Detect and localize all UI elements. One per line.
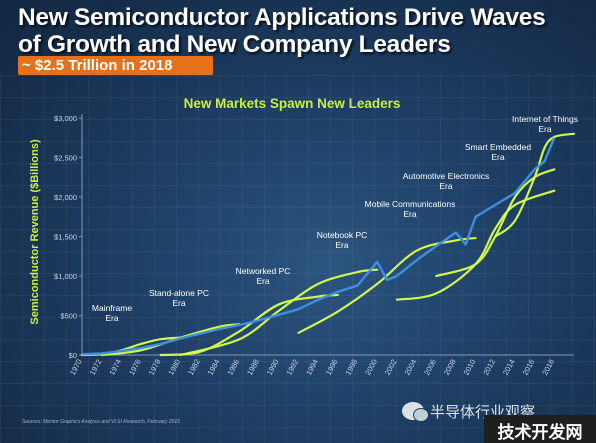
x-tick-label: 1996	[324, 358, 340, 377]
x-tick-label: 1988	[245, 358, 261, 377]
logo-text: 技术开发网	[497, 423, 583, 442]
x-tick-label: 1990	[265, 358, 281, 377]
x-tick-label: 2002	[383, 358, 399, 377]
x-tick-label: 1998	[344, 358, 360, 377]
era-curve	[159, 293, 339, 357]
x-tick-label: 1976	[127, 358, 143, 377]
y-tick-label: $0	[69, 351, 77, 360]
wechat-icon	[402, 402, 429, 422]
x-tick-label: 1994	[304, 358, 320, 377]
background-grid	[0, 75, 596, 443]
slide-title-line-2: of Growth and New Company Leaders	[18, 31, 451, 58]
x-tick-label: 1978	[147, 358, 163, 377]
x-tick-label: 2010	[462, 358, 478, 377]
era-label: Smart Embedded Era	[465, 142, 531, 162]
x-tick-label: 2016	[521, 358, 537, 377]
era-label: Mainframe Era	[92, 303, 132, 323]
x-tick-label: 1972	[88, 358, 104, 377]
chart-title: New Markets Spawn New Leaders	[184, 96, 401, 111]
y-tick-label: $2,000	[54, 193, 77, 202]
era-curve	[179, 268, 379, 357]
x-tick-label: 2006	[422, 358, 438, 377]
y-tick-label: $500	[60, 312, 77, 321]
x-tick-label: 2012	[481, 358, 497, 377]
x-tick-label: 1992	[284, 358, 300, 377]
era-label: Internet of Things Era	[512, 114, 578, 134]
x-tick-label: 1980	[166, 358, 182, 377]
x-tick-label: 2008	[442, 358, 458, 377]
y-tick-label: $1,500	[54, 233, 77, 242]
slide-subtitle: ~ $2.5 Trillion in 2018	[22, 57, 173, 74]
slide-title-line-1: New Semiconductor Applications Drive Wav…	[18, 4, 546, 31]
y-tick-label: $3,000	[54, 114, 77, 123]
y-tick-label: $2,500	[54, 154, 77, 163]
x-tick-label: 2018	[540, 358, 556, 377]
y-axis-label: Semiconductor Revenue ($Billions)	[29, 139, 41, 325]
era-curve	[297, 236, 477, 334]
x-tick-label: 1970	[68, 358, 84, 377]
x-tick-label: 2004	[403, 358, 419, 377]
x-tick-label: 1986	[225, 358, 241, 377]
x-tick-label: 2000	[363, 358, 379, 377]
revenue-line	[81, 137, 556, 356]
era-label: Notebook PC Era	[317, 230, 368, 250]
x-tick-label: 1984	[206, 358, 222, 377]
logo-badge	[484, 415, 596, 443]
y-tick-label: $1,000	[54, 272, 77, 281]
x-tick-label: 1982	[186, 358, 202, 377]
source-footnote: Sources: Mentor Graphics Analysis and VL…	[22, 419, 180, 425]
era-label: Automotive Electronics Era	[403, 171, 489, 191]
x-tick-label: 2014	[501, 358, 517, 377]
subtitle-bar	[18, 56, 213, 75]
era-label: Networked PC Era	[236, 266, 291, 286]
era-curve	[494, 132, 576, 238]
era-curve	[395, 189, 556, 301]
era-curve	[435, 168, 556, 278]
era-label: Stand-alone PC Era	[149, 288, 209, 308]
x-tick-label: 1974	[107, 358, 123, 377]
era-label: Mobile Communications Era	[365, 199, 456, 219]
